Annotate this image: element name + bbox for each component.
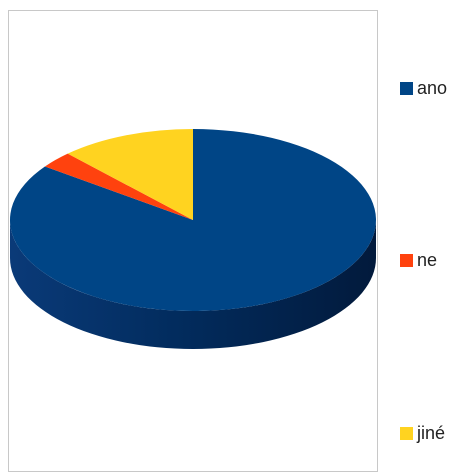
- pie-slice-ne: [44, 153, 193, 220]
- pie-side: [10, 220, 376, 349]
- legend-swatch-ne: [400, 253, 413, 267]
- legend-item-ano: ano: [400, 78, 447, 98]
- legend-label-ano: ano: [417, 78, 448, 98]
- legend-swatch-jine: [400, 426, 413, 440]
- legend-label-jine: jiné: [417, 423, 446, 443]
- pie-side-wall: [10, 220, 376, 349]
- pie-slices: [9, 129, 377, 311]
- legend-label-ne: ne: [417, 250, 438, 270]
- legend-item-jine: jiné: [400, 423, 445, 443]
- legend-item-ne: ne: [400, 250, 437, 270]
- legend-swatch-ano: [400, 81, 413, 95]
- pie-slice-jine: [67, 129, 193, 220]
